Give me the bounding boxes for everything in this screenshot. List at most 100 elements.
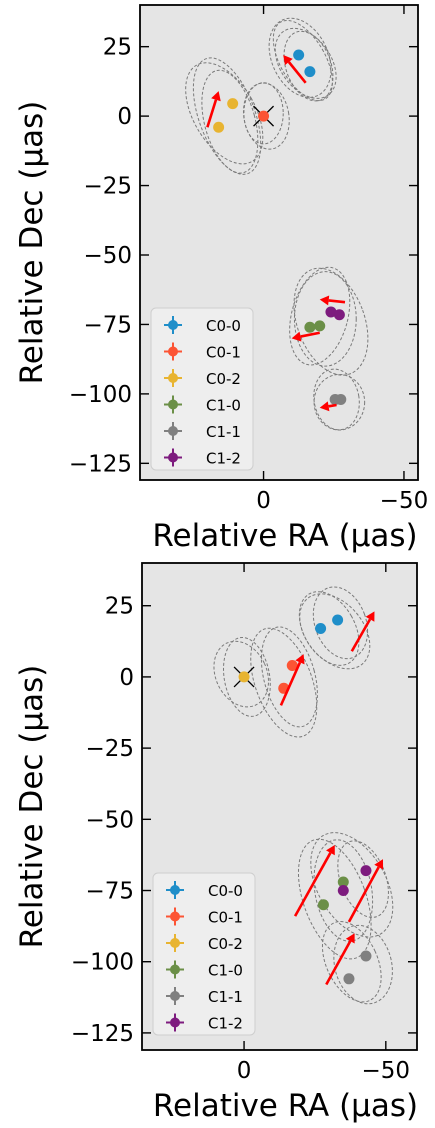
motion-arrowhead bbox=[365, 611, 375, 622]
y-tick-label: −75 bbox=[83, 312, 132, 338]
point-C0-0 bbox=[304, 66, 316, 78]
ellipse-contour bbox=[223, 636, 271, 717]
ellipse-contour bbox=[313, 373, 366, 431]
ellipse-contour bbox=[321, 921, 382, 1003]
ellipse-contour bbox=[298, 591, 360, 666]
legend-label: C0-0 bbox=[208, 882, 243, 900]
legend-marker bbox=[170, 1017, 180, 1028]
motion-arrowhead bbox=[319, 295, 330, 306]
ellipse-contour bbox=[337, 840, 389, 918]
y-axis-label: Relative Dec (μas) bbox=[14, 101, 50, 385]
legend-label: C0-1 bbox=[206, 344, 241, 362]
legend-label: C1-2 bbox=[208, 1015, 243, 1033]
motion-arrow bbox=[328, 299, 346, 304]
legend-label: C1-0 bbox=[208, 962, 243, 980]
point-C1-1 bbox=[335, 393, 347, 405]
legend-marker bbox=[168, 346, 178, 357]
point-C1-0 bbox=[314, 320, 326, 332]
legend-label: C1-2 bbox=[206, 450, 241, 468]
legend-label: C0-2 bbox=[206, 370, 241, 388]
legend-label: C0-2 bbox=[208, 935, 243, 953]
y-tick-label: −50 bbox=[85, 807, 134, 833]
ellipse-contour bbox=[250, 627, 318, 738]
motion-arrowhead bbox=[283, 55, 293, 66]
axes-frame bbox=[141, 562, 418, 1051]
y-tick-label: −50 bbox=[83, 243, 132, 269]
motion-arrow bbox=[279, 661, 302, 706]
legend-label: C0-0 bbox=[206, 317, 241, 335]
point-C0-1 bbox=[258, 110, 270, 122]
point-C1-2 bbox=[337, 885, 349, 897]
point-C0-0 bbox=[315, 623, 327, 635]
legend-marker bbox=[168, 399, 178, 410]
ellipse-contour bbox=[297, 838, 372, 960]
point-C0-0 bbox=[293, 49, 305, 61]
motion-arrow bbox=[325, 940, 352, 986]
legend-marker bbox=[168, 373, 178, 383]
motion-arrow bbox=[293, 852, 332, 917]
chart-panel-1: 25 0 −25 −50 −75 −100 −125 0 −50 Relative RA (μas… bbox=[14, 4, 429, 554]
motion-arrowhead bbox=[291, 331, 302, 342]
point-C0-0 bbox=[332, 614, 344, 626]
legend: C0-0 C0-1 C0-2 C1-0 C1-1 C1-2 bbox=[150, 307, 254, 471]
y-tick-label: 0 bbox=[117, 104, 132, 130]
legend-marker bbox=[170, 885, 180, 895]
point-C1-2 bbox=[325, 306, 337, 318]
y-tick-label: 25 bbox=[105, 594, 134, 620]
x-tick-label: 0 bbox=[237, 1058, 252, 1084]
motion-arrowhead bbox=[211, 91, 221, 102]
motion-arrow bbox=[300, 331, 320, 338]
motion-arrow bbox=[347, 866, 380, 923]
ellipse-contour bbox=[260, 626, 318, 728]
y-tick-label: 25 bbox=[103, 35, 132, 61]
point-C1-1 bbox=[343, 973, 355, 985]
ellipse-contour bbox=[201, 69, 259, 174]
point-C0-2 bbox=[227, 98, 239, 110]
y-tick-label: −125 bbox=[71, 1021, 134, 1047]
motion-arrow bbox=[328, 403, 337, 408]
point-C1-0 bbox=[337, 876, 349, 888]
legend-marker bbox=[168, 320, 178, 330]
legend-marker bbox=[170, 938, 180, 948]
y-tick-label: −125 bbox=[69, 451, 132, 477]
ellipse-contour bbox=[299, 593, 371, 670]
ellipse-contour bbox=[289, 266, 351, 366]
point-C0-2 bbox=[213, 121, 225, 133]
ellipse-contour bbox=[313, 368, 360, 431]
y-tick-label: −75 bbox=[85, 879, 134, 905]
point-C1-2 bbox=[333, 309, 345, 321]
legend-label: C1-1 bbox=[206, 423, 241, 441]
motion-arrowhead bbox=[326, 844, 335, 856]
motion-arrowhead bbox=[374, 859, 384, 870]
ellipse-contour bbox=[185, 62, 264, 165]
ellipse-contour bbox=[243, 82, 284, 145]
x-tick-label: −50 bbox=[362, 1058, 411, 1084]
y-tick-label: −100 bbox=[71, 950, 134, 976]
legend: C0-0 C0-1 C0-2 C1-0 C1-1 C1-2 bbox=[152, 872, 256, 1036]
point-C1-2 bbox=[360, 865, 372, 877]
motion-arrow bbox=[206, 99, 218, 128]
x-tick-label: −50 bbox=[380, 488, 429, 514]
y-tick-label: −25 bbox=[83, 174, 132, 200]
motion-arrow bbox=[287, 61, 307, 84]
ellipse-contour bbox=[213, 640, 269, 708]
x-axis-label: Relative RA (μas) bbox=[153, 1088, 418, 1124]
legend-label: C1-0 bbox=[206, 397, 241, 415]
y-tick-label: −100 bbox=[69, 382, 132, 408]
axes-frame bbox=[139, 4, 419, 481]
ellipse-contour bbox=[312, 586, 369, 660]
legend-label: C0-1 bbox=[208, 909, 243, 927]
y-tick-label: −25 bbox=[85, 736, 134, 762]
ellipse-contour bbox=[313, 839, 374, 942]
motion-arrow bbox=[350, 618, 372, 652]
motion-arrowhead bbox=[345, 933, 355, 944]
ellipse-contour bbox=[333, 924, 393, 1005]
point-C1-0 bbox=[304, 321, 316, 333]
legend-marker bbox=[170, 991, 180, 1001]
motion-arrowhead bbox=[319, 401, 330, 412]
point-C0-2 bbox=[238, 671, 250, 683]
legend-marker bbox=[170, 964, 180, 975]
x-axis-label: Relative RA (μas) bbox=[152, 518, 417, 554]
ellipse-contour bbox=[283, 30, 334, 102]
